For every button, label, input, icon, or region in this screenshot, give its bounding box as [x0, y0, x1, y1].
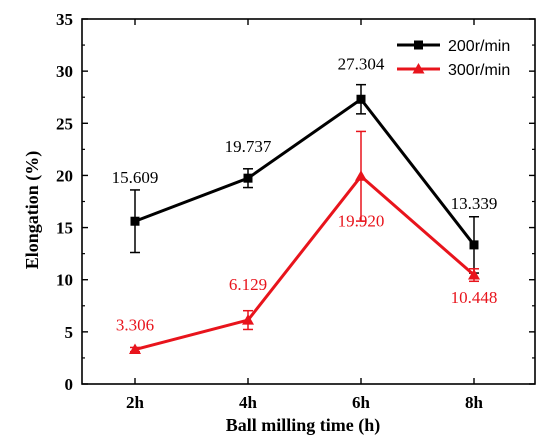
- data-point: [468, 269, 480, 280]
- series-line-1: [134, 174, 475, 351]
- data-label: 10.448: [451, 288, 498, 307]
- y-tick-label: 20: [56, 166, 73, 185]
- y-tick-label: 35: [56, 10, 73, 29]
- data-label: 13.339: [451, 194, 498, 213]
- x-axis-title: Ball milling time (h): [226, 415, 381, 436]
- y-tick-label: 10: [56, 271, 73, 290]
- data-label: 19.737: [225, 137, 272, 156]
- data-labels: 15.609 19.737 27.304 13.339 3.306 6.129 19.920…: [112, 54, 498, 334]
- data-point: [129, 343, 141, 355]
- data-point: [243, 173, 253, 183]
- legend: 200r/min 300r/min: [397, 38, 510, 79]
- data-label: 3.306: [116, 316, 154, 335]
- data-label: 19.920: [338, 211, 385, 230]
- series-line-0: [134, 97, 476, 246]
- axes: 0 5 10 15 20 25 30 35 2h 4h 6h 8h: [56, 10, 536, 412]
- y-tick-label: 0: [65, 375, 74, 394]
- y-tick-label: 15: [56, 219, 73, 238]
- legend-marker: [414, 40, 423, 50]
- x-tick-label: 6h: [352, 393, 371, 412]
- data-label: 15.609: [112, 168, 159, 187]
- series-layer: [129, 83, 480, 355]
- legend-label-1: 300r/min: [448, 62, 510, 79]
- data-point: [356, 94, 366, 104]
- y-tick-label: 30: [56, 62, 73, 81]
- x-tick-label: 2h: [126, 393, 145, 412]
- legend-label-0: 200r/min: [448, 38, 510, 55]
- y-axis-title: Elongation (%): [22, 151, 43, 270]
- data-point: [469, 240, 479, 250]
- data-point: [242, 314, 254, 325]
- x-tick-label: 8h: [465, 393, 484, 412]
- y-tick-label: 5: [65, 323, 74, 342]
- y-tick-label: 25: [56, 114, 73, 133]
- data-point: [355, 170, 367, 181]
- data-label: 27.304: [338, 54, 385, 73]
- data-label: 6.129: [229, 275, 267, 294]
- x-tick-label: 4h: [239, 393, 258, 412]
- data-point: [130, 216, 140, 226]
- legend-marker: [412, 63, 425, 74]
